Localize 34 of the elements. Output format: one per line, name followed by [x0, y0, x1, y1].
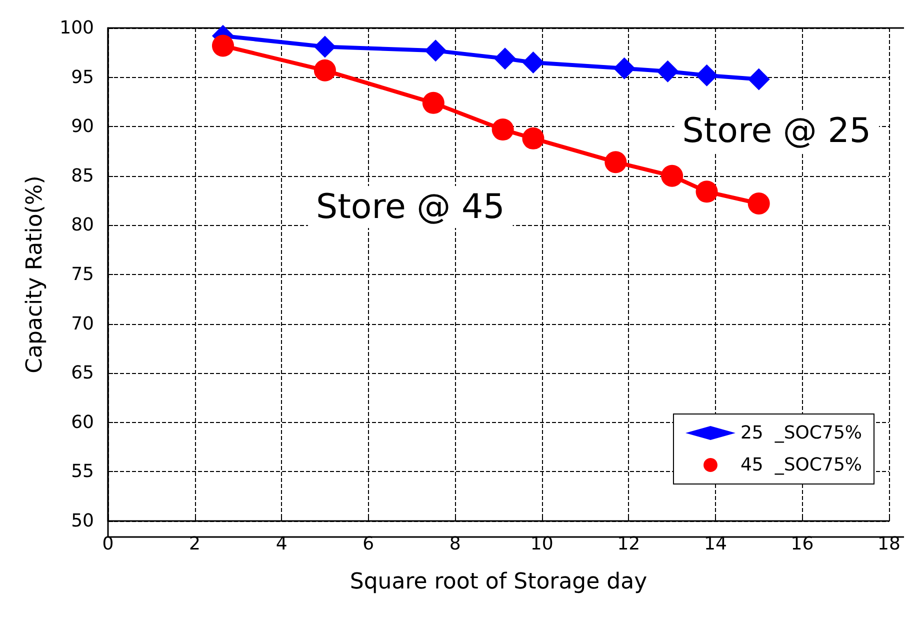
point [422, 92, 444, 114]
point [748, 68, 770, 90]
y-tick-label: 60 [71, 412, 94, 433]
y-tick-label: 95 [71, 66, 94, 88]
annotation: Store @ 45 [316, 187, 505, 227]
y-tick-label: 75 [71, 264, 94, 285]
y-tick-label: 65 [71, 362, 94, 384]
y-tick-label: 70 [71, 313, 94, 334]
point [748, 192, 770, 214]
point [661, 164, 684, 187]
point [696, 64, 718, 86]
legend-label: 25 _SOC75% [740, 422, 862, 444]
y-tick-label: 55 [71, 461, 94, 482]
point [492, 118, 514, 141]
point [656, 60, 679, 82]
y-tick-label: 85 [71, 165, 94, 186]
y-tick-label: 80 [71, 214, 94, 236]
point [522, 127, 544, 150]
point [424, 40, 447, 62]
point [212, 34, 234, 57]
point [604, 151, 627, 174]
point [696, 180, 718, 203]
y-tick-label: 100 [60, 18, 94, 38]
point [314, 36, 336, 58]
y-tick-label: 90 [71, 116, 94, 138]
point [494, 48, 516, 70]
legend-label: 45 _SOC75% [740, 454, 862, 476]
annotation: Store @ 25 [682, 111, 872, 151]
x-axis-title: Square root of Storage day [350, 570, 648, 594]
y-tick-label: 50 [71, 510, 94, 532]
point [613, 57, 636, 80]
point [522, 52, 544, 74]
y-axis-title: Capacity Ratio(%) [22, 176, 48, 374]
point [314, 59, 336, 82]
